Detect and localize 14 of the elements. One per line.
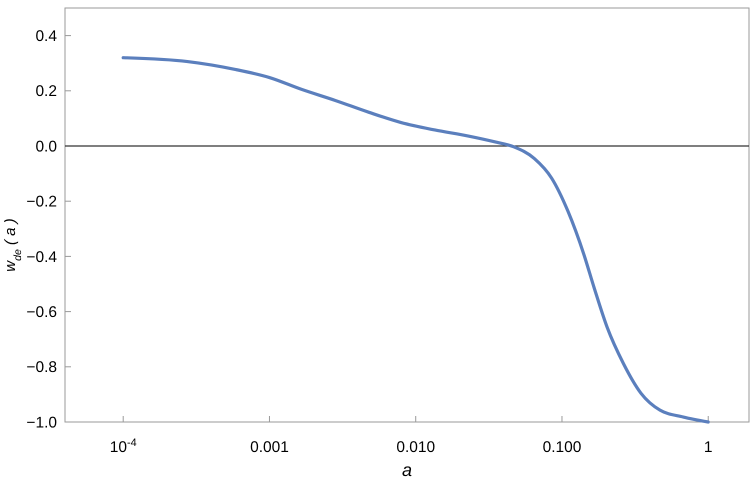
y-tick-label: 0.4	[35, 28, 58, 46]
y-tick-label: −0.4	[26, 248, 58, 266]
y-tick-label: −1.0	[26, 414, 58, 432]
x-tick-label: 1	[704, 439, 713, 456]
x-tick-label: 10$^{-4}$	[110, 437, 137, 456]
y-tick-label: 0.0	[35, 138, 58, 156]
x-tick-label: 0.100	[542, 439, 582, 456]
y-tick-label: 0.2	[35, 83, 57, 100]
x-axis-title: a	[402, 460, 412, 480]
y-tick-label: −0.8	[26, 359, 57, 376]
x-tick-label: 0.001	[250, 439, 289, 456]
y-tick-label: −0.2	[26, 194, 57, 211]
y-tick-label: −0.6	[26, 304, 57, 322]
x-tick-label: 0.010	[396, 439, 436, 456]
